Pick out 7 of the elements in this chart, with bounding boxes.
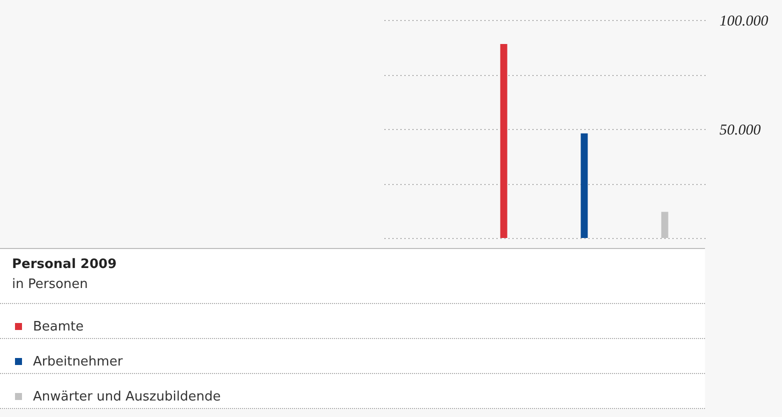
y-tick-label: 50.000 xyxy=(720,122,762,138)
text: Personal 2009 xyxy=(12,256,118,274)
legend-label: Beamte xyxy=(33,320,84,334)
y-tick-label: 100.000 xyxy=(720,14,769,30)
legend-label: Anwärter und Auszubildende xyxy=(33,390,221,404)
legend-label: Arbeitnehmer xyxy=(33,354,124,370)
text: in Personen xyxy=(12,276,89,294)
